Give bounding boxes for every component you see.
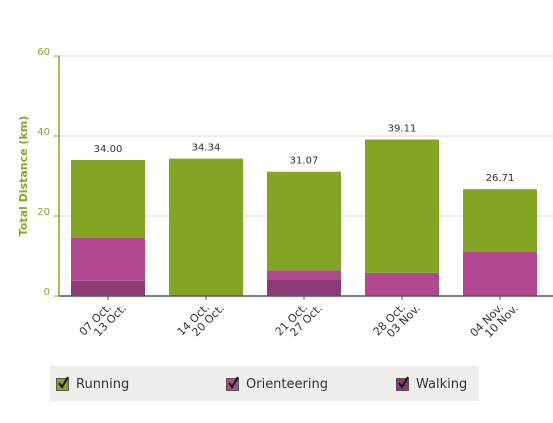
- data-label: 31.07: [290, 156, 319, 167]
- bars: [71, 139, 537, 296]
- x-tick-label: 14 Oct.20 Oct.: [175, 301, 227, 339]
- legend-label: Walking: [416, 376, 468, 392]
- bar-segment-running[interactable]: [71, 160, 145, 238]
- bar-segment-orienteering[interactable]: [267, 270, 341, 280]
- bar-segment-running[interactable]: [267, 171, 341, 271]
- data-labels: 34.00 34.34 31.07 39.11 26.71: [94, 124, 515, 185]
- data-label: 34.34: [192, 143, 221, 154]
- x-tick-label: 04 Nov.10 Nov.: [468, 301, 521, 340]
- x-tick-label: 07 Oct.13 Oct.: [77, 301, 129, 339]
- checkbox-icon[interactable]: [396, 375, 409, 391]
- legend-label: Orienteering: [246, 376, 328, 392]
- y-tick-label: 60: [37, 47, 50, 58]
- legend-item-walking[interactable]: Walking: [396, 375, 468, 392]
- bar-segment-running[interactable]: [169, 158, 243, 296]
- x-tick-label: 28 Oct.03 Nov.: [371, 301, 423, 340]
- data-label: 34.00: [94, 144, 123, 155]
- y-tick-label: 20: [37, 207, 50, 218]
- bar-segment-walking[interactable]: [267, 279, 341, 296]
- checkbox-icon[interactable]: [226, 375, 239, 391]
- bar-segment-running[interactable]: [365, 139, 439, 273]
- legend: Running Orienteering Walking: [50, 366, 479, 401]
- bar-segment-orienteering[interactable]: [71, 238, 145, 281]
- x-tick-label: 21 Oct.27 Oct.: [273, 301, 325, 339]
- checkbox-icon[interactable]: [56, 375, 69, 391]
- data-label: 26.71: [486, 173, 515, 184]
- bar-segment-walking[interactable]: [71, 280, 145, 296]
- legend-item-running[interactable]: Running: [56, 375, 130, 392]
- x-tick-labels: 07 Oct.13 Oct. 14 Oct.20 Oct. 21 Oct.27 Oc…: [77, 296, 521, 340]
- y-tick-label: 0: [44, 287, 50, 298]
- bar-segment-orienteering[interactable]: [463, 252, 537, 296]
- bar-segment-running[interactable]: [463, 189, 537, 252]
- y-tick-labels: 0 20 40 60: [37, 47, 59, 298]
- y-tick-label: 40: [37, 127, 50, 138]
- legend-label: Running: [76, 376, 130, 392]
- legend-item-orienteering[interactable]: Orienteering: [226, 375, 328, 392]
- bar-segment-orienteering[interactable]: [365, 272, 439, 296]
- data-label: 39.11: [388, 124, 417, 135]
- y-axis-title: Total Distance (km): [17, 116, 30, 236]
